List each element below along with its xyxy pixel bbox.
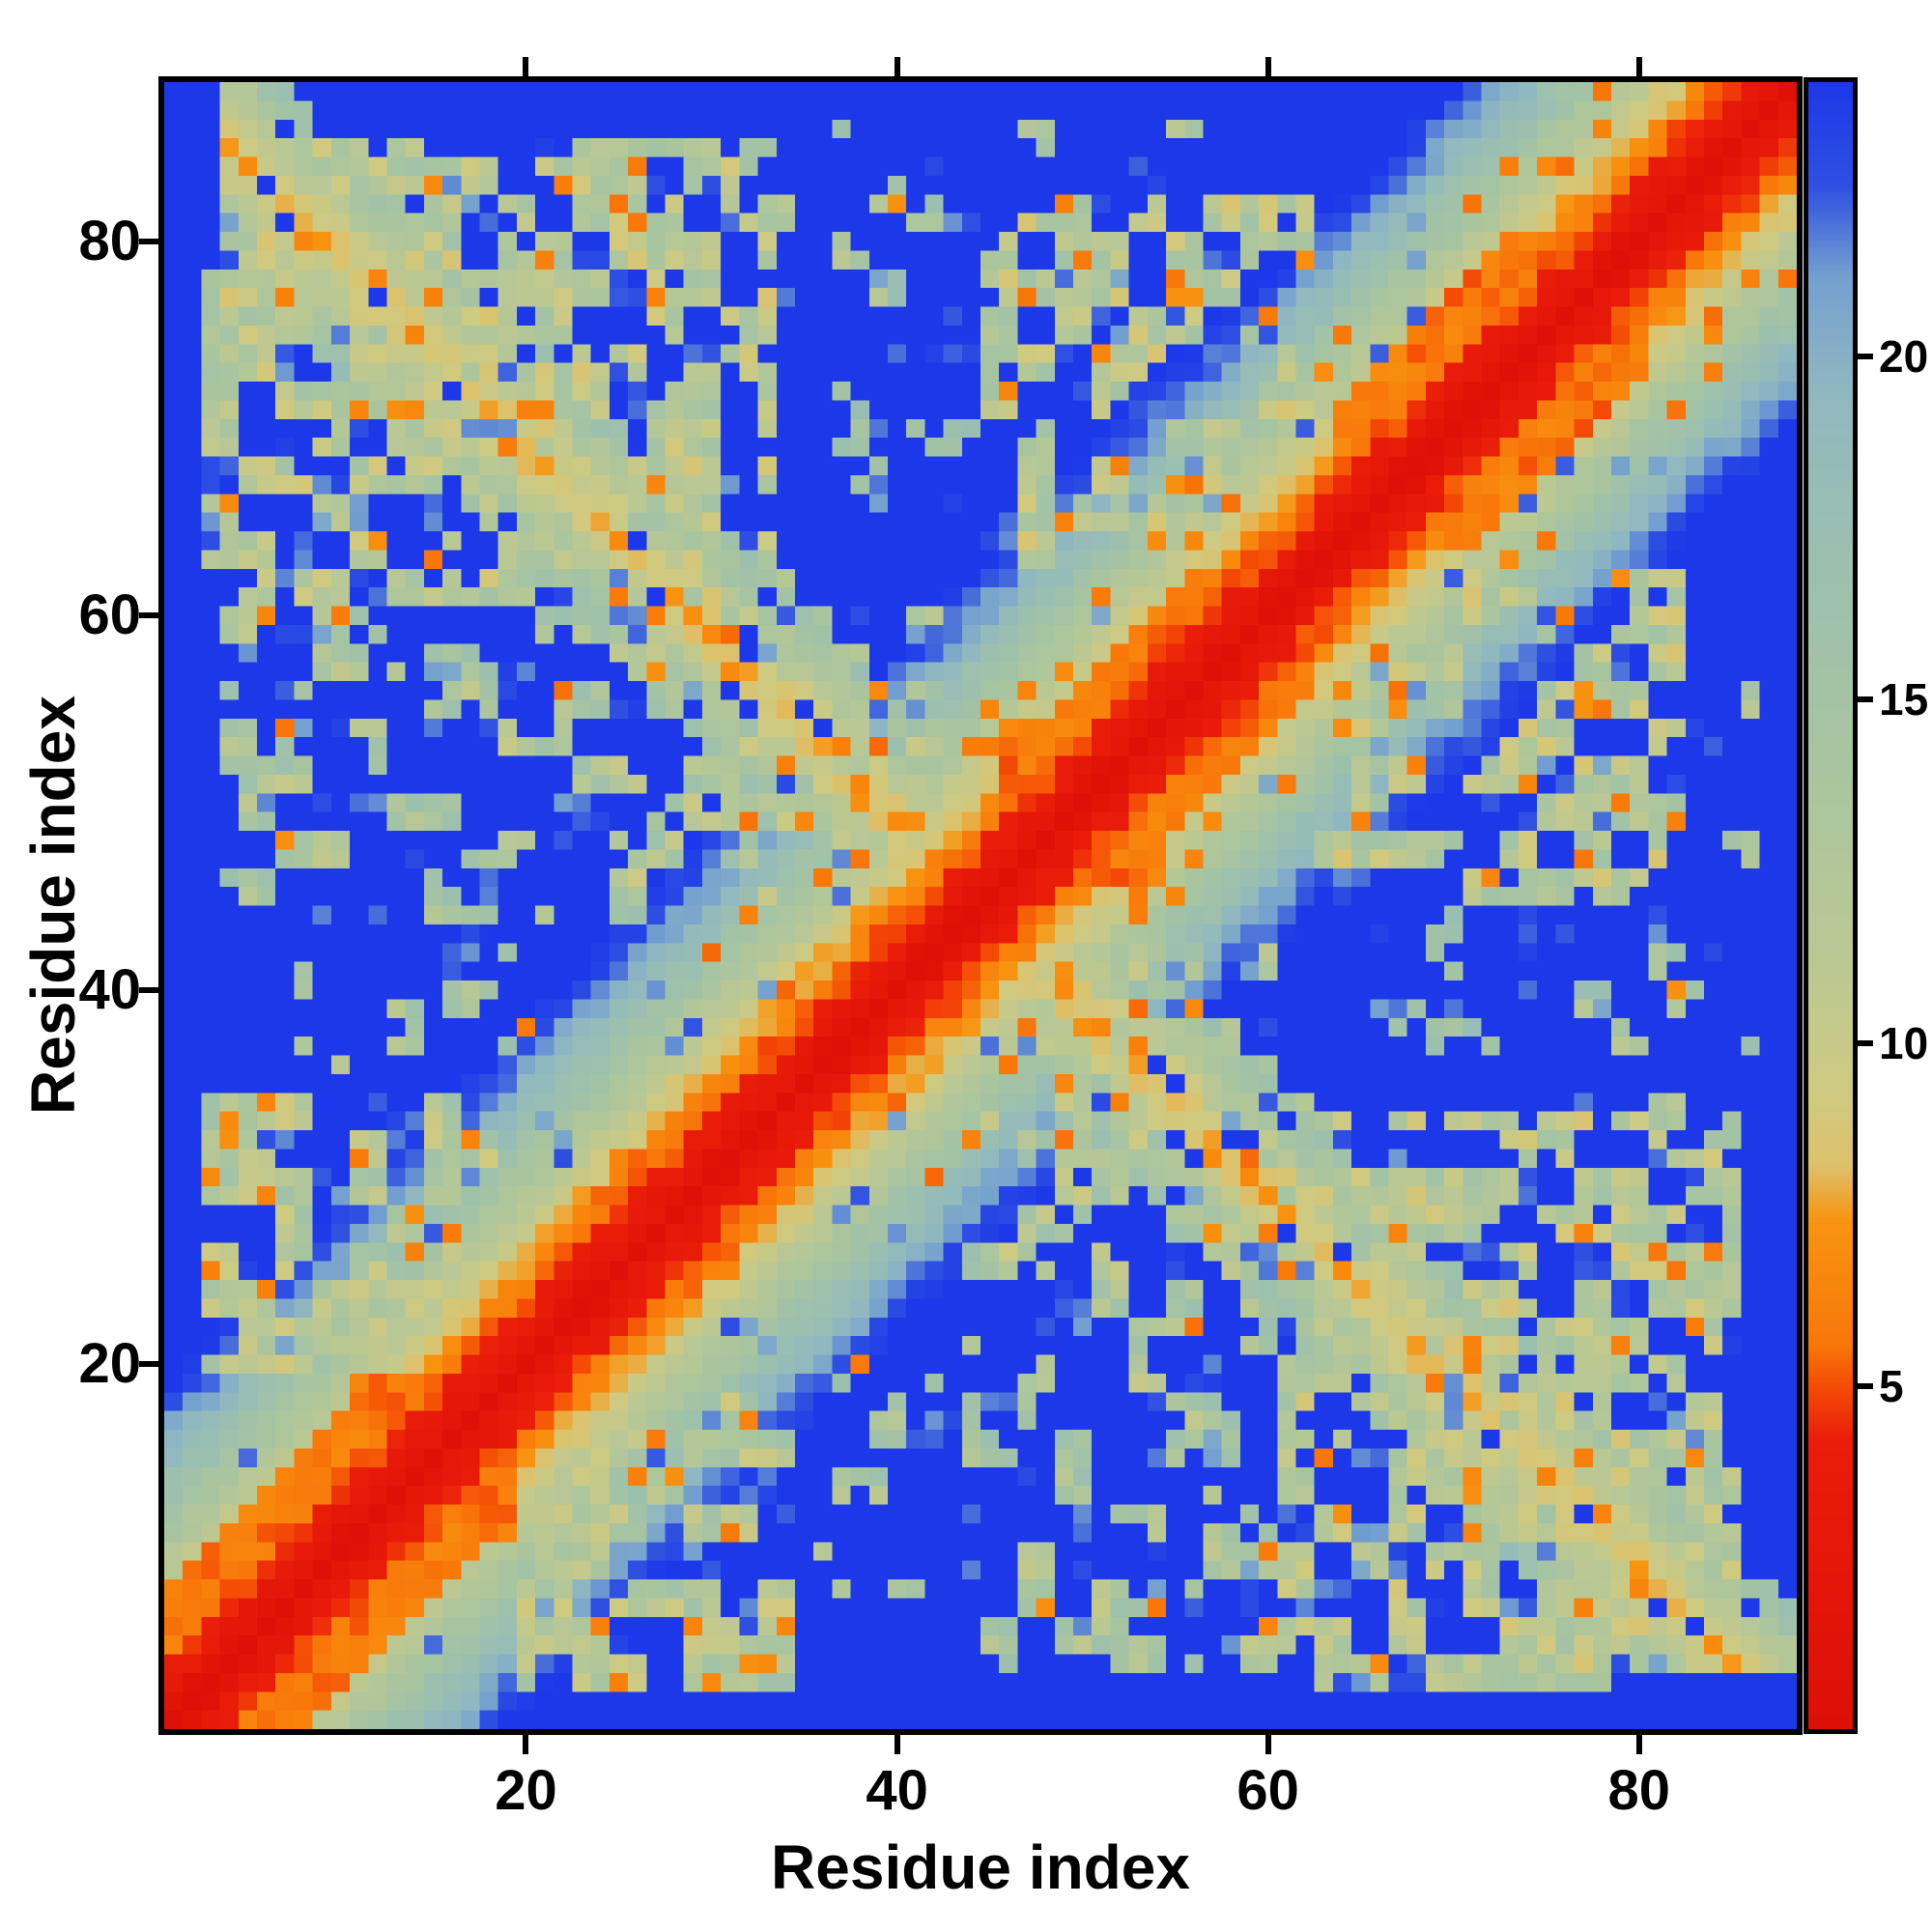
y-tick-mark	[139, 238, 158, 244]
y-tick-label: 40	[78, 957, 141, 1021]
heatmap-canvas	[164, 82, 1797, 1729]
x-tick-label: 40	[866, 1759, 928, 1822]
x-axis-label: Residue index	[771, 1833, 1190, 1902]
y-tick-mark	[139, 986, 158, 993]
colorbar-tick-mark	[1858, 1039, 1873, 1046]
x-tick-mark	[1264, 1735, 1271, 1754]
colorbar-tick-label: 10	[1879, 1017, 1929, 1068]
y-tick-label: 20	[78, 1332, 141, 1396]
x-tick-mark	[894, 1735, 900, 1754]
colorbar-canvas	[1808, 82, 1853, 1729]
y-axis-label: Residue index	[18, 696, 88, 1115]
x-tick-label: 20	[495, 1759, 557, 1822]
y-tick-mark	[139, 1361, 158, 1368]
y-tick-label: 80	[78, 209, 141, 272]
x-tick-mark	[1635, 1735, 1642, 1754]
x-tick-mark-top	[1635, 57, 1642, 76]
x-tick-label: 60	[1236, 1759, 1299, 1822]
colorbar-tick-label: 5	[1879, 1360, 1904, 1411]
x-tick-mark-top	[894, 57, 900, 76]
x-tick-mark	[523, 1735, 529, 1754]
colorbar-tick-mark	[1858, 354, 1873, 360]
x-tick-mark-top	[1264, 57, 1271, 76]
y-tick-mark	[139, 612, 158, 619]
y-tick-label: 60	[78, 583, 141, 647]
colorbar-tick-label: 20	[1879, 331, 1929, 383]
x-tick-mark-top	[523, 57, 529, 76]
x-tick-label: 80	[1607, 1759, 1670, 1822]
colorbar-tick-label: 15	[1879, 674, 1929, 725]
colorbar-tick-mark	[1858, 1382, 1873, 1389]
colorbar-tick-mark	[1858, 696, 1873, 703]
